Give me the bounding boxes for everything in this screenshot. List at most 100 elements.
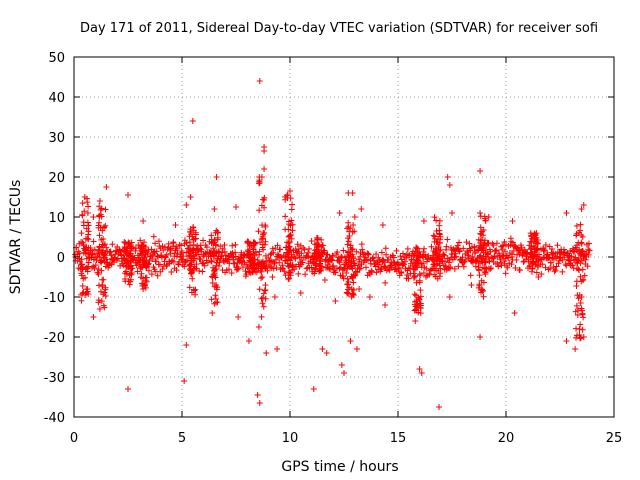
outlier-point xyxy=(211,206,218,212)
data-point xyxy=(128,257,135,264)
data-point xyxy=(208,257,215,264)
data-point xyxy=(127,245,134,252)
outlier-point xyxy=(580,202,587,208)
data-point xyxy=(142,284,149,291)
data-point xyxy=(343,289,350,296)
data-point xyxy=(421,245,428,252)
data-point xyxy=(125,240,132,247)
data-point xyxy=(95,271,102,278)
data-point xyxy=(345,219,352,226)
data-point xyxy=(294,241,301,248)
outlier-point xyxy=(420,218,427,224)
data-point xyxy=(390,254,397,261)
outlier-point xyxy=(310,386,317,392)
data-point xyxy=(232,249,239,256)
data-point xyxy=(145,246,152,253)
data-point xyxy=(100,242,107,249)
data-point xyxy=(210,250,217,257)
data-point xyxy=(186,284,193,291)
data-point xyxy=(377,265,384,272)
data-point xyxy=(190,235,197,242)
data-point xyxy=(412,262,419,269)
outlier-point xyxy=(580,334,587,340)
data-point xyxy=(244,238,251,245)
data-point xyxy=(567,257,574,264)
data-point xyxy=(343,270,350,277)
data-point xyxy=(321,276,328,283)
data-point xyxy=(553,263,560,270)
data-point xyxy=(78,256,85,263)
data-point xyxy=(170,240,177,247)
data-point xyxy=(151,249,158,256)
data-point xyxy=(248,242,255,249)
outlier-point xyxy=(509,218,516,224)
data-point xyxy=(215,263,222,270)
outlier-point xyxy=(256,180,263,186)
data-point xyxy=(319,242,326,249)
data-point xyxy=(156,261,163,268)
data-point xyxy=(208,296,215,303)
outlier-point xyxy=(183,202,190,208)
data-point xyxy=(416,279,423,286)
data-point xyxy=(382,245,389,252)
data-point xyxy=(505,254,512,261)
data-point xyxy=(187,257,194,264)
data-point xyxy=(211,267,218,274)
data-point xyxy=(487,248,494,255)
data-point xyxy=(573,334,580,341)
outlier-point xyxy=(332,298,339,304)
data-point xyxy=(258,275,265,282)
data-point xyxy=(318,243,325,250)
data-point xyxy=(359,246,366,253)
data-point xyxy=(350,255,357,262)
data-point xyxy=(575,295,582,302)
data-point xyxy=(410,270,417,277)
data-point xyxy=(260,303,267,310)
data-point xyxy=(323,251,330,258)
data-point xyxy=(214,256,221,263)
data-point xyxy=(141,239,148,246)
data-point xyxy=(436,258,443,265)
data-point xyxy=(217,243,224,250)
data-point xyxy=(292,255,299,262)
data-point xyxy=(411,291,418,298)
y-tick-label: 0 xyxy=(57,251,65,266)
data-point xyxy=(212,242,219,249)
data-point xyxy=(285,256,292,263)
data-point xyxy=(485,239,492,246)
data-point xyxy=(98,205,105,212)
data-point xyxy=(102,286,109,293)
data-point xyxy=(83,255,90,262)
data-point xyxy=(453,253,460,260)
data-point xyxy=(518,244,525,251)
data-point xyxy=(333,265,340,272)
data-point xyxy=(578,239,585,246)
outlier-point xyxy=(228,270,235,276)
data-point xyxy=(289,221,296,228)
data-point xyxy=(261,265,268,272)
data-point xyxy=(577,221,584,228)
data-point xyxy=(138,270,145,277)
data-point xyxy=(79,211,86,218)
y-tick-label: 20 xyxy=(48,171,65,186)
data-point xyxy=(122,239,129,246)
data-point xyxy=(480,279,487,286)
outlier-point xyxy=(416,366,423,372)
data-point xyxy=(373,251,380,258)
data-point xyxy=(259,235,266,242)
data-point xyxy=(153,248,160,255)
data-point xyxy=(532,236,539,243)
data-point xyxy=(190,286,197,293)
data-point xyxy=(515,247,522,254)
data-point xyxy=(125,278,132,285)
outlier-point xyxy=(233,204,239,210)
data-point xyxy=(330,262,337,269)
data-point xyxy=(247,269,254,276)
data-point xyxy=(351,272,358,279)
outlier-point xyxy=(444,174,451,180)
data-point xyxy=(404,245,411,252)
y-tick-label: -30 xyxy=(44,371,65,386)
data-point xyxy=(411,273,418,280)
data-point xyxy=(513,257,520,264)
